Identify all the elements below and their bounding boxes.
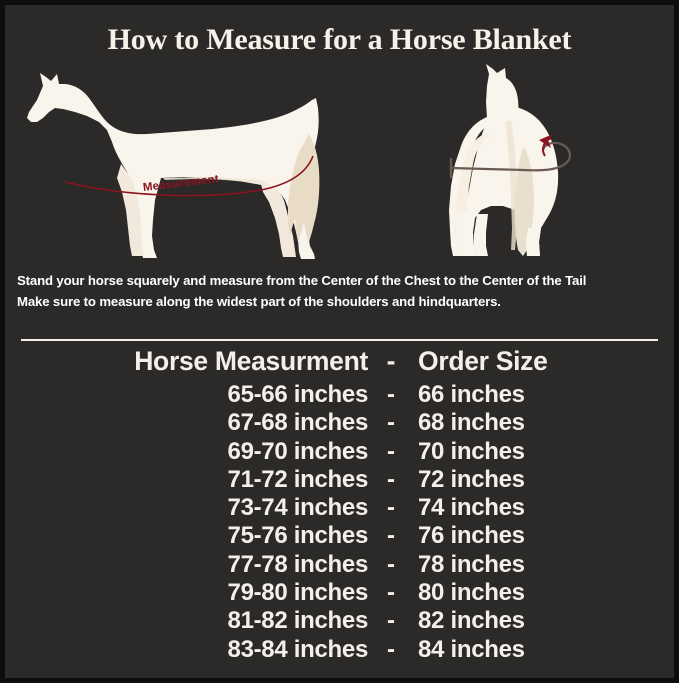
table-row: 75-76 inches -76 inches [5,522,674,550]
table-row: 81-82 inches -82 inches [5,607,674,635]
cell-horse-measurement: 83-84 inches [227,635,369,663]
cell-horse-measurement: 79-80 inches [227,579,369,607]
cell-dash: - [387,550,395,578]
cell-order-size: 82 inches [418,607,525,635]
table-header-row: Horse Measurment - Order Size [5,346,674,381]
cell-order-size: 74 inches [418,494,525,522]
table-row: 73-74 inches -74 inches [5,494,674,522]
table-row: 79-80 inches -80 inches [5,579,674,607]
cell-horse-measurement: 73-74 inches [227,494,369,522]
cell-dash: - [387,607,395,635]
cell-horse-measurement: 75-76 inches [227,522,369,550]
cell-horse-measurement: 77-78 inches [227,550,369,578]
instruction-line-1: Stand your horse squarely and measure fr… [17,273,587,288]
table-row: 77-78 inches -78 inches [5,551,674,579]
cell-dash: - [387,381,395,408]
cell-horse-measurement: 81-82 inches [227,607,369,635]
section-divider [21,339,658,341]
cell-dash: - [387,437,395,465]
cell-order-size: 72 inches [418,465,525,493]
header-order-size: Order Size [418,346,548,376]
cell-dash: - [387,465,395,493]
cell-dash: - [387,494,395,522]
header-horse-measurement: Horse Measurment [134,346,368,376]
size-chart-table: Horse Measurment - Order Size 65-66 inch… [5,346,674,664]
table-row: 67-68 inches -68 inches [5,409,674,437]
cell-dash: - [387,522,395,550]
table-row: 83-84 inches -84 inches [5,636,674,664]
table-row: 65-66 inches -66 inches [5,381,674,409]
cell-dash: - [387,635,395,663]
cell-order-size: 66 inches [418,381,525,408]
horse-rear-view [449,64,571,256]
cell-order-size: 84 inches [418,635,525,663]
header-dash: - [386,346,396,376]
page-title: How to Measure for a Horse Blanket [107,23,572,56]
instructions-text: Stand your horse squarely and measure fr… [17,270,667,312]
cell-horse-measurement: 65-66 inches [227,381,369,408]
cell-order-size: 68 inches [418,409,525,437]
cell-horse-measurement: 69-70 inches [227,437,369,465]
cell-horse-measurement: 67-68 inches [227,409,369,437]
cell-dash: - [387,409,395,437]
cell-order-size: 78 inches [418,550,525,578]
table-row: 69-70 inches -70 inches [5,438,674,466]
cell-order-size: 76 inches [418,522,525,550]
instruction-line-2: Make sure to measure along the widest pa… [17,294,501,309]
cell-order-size: 70 inches [418,437,525,465]
cell-order-size: 80 inches [418,579,525,607]
cell-dash: - [387,579,395,607]
table-row: 71-72 inches -72 inches [5,466,674,494]
horse-side-view [27,73,320,259]
cell-horse-measurement: 71-72 inches [227,465,369,493]
illustration-area: Measurement [5,60,674,265]
